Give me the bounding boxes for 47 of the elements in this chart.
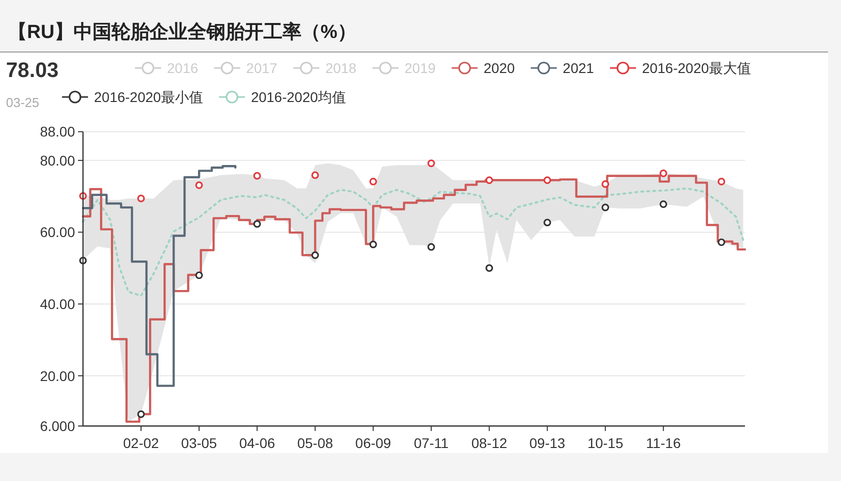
point (544, 176, 552, 184)
point (195, 181, 203, 189)
legend-label: 2016-2020最小值 (94, 89, 203, 105)
y-tick-label: 6.000 (40, 418, 76, 434)
y-tick-label: 60.00 (40, 224, 76, 240)
point (427, 243, 436, 251)
point (253, 172, 261, 180)
point (485, 176, 494, 184)
point (485, 264, 494, 272)
point (137, 194, 145, 202)
point (660, 200, 668, 208)
point (311, 251, 319, 259)
point (602, 180, 610, 188)
line-series (82, 187, 744, 297)
x-tick-label: 07-11 (414, 435, 449, 451)
point (369, 240, 377, 248)
point (544, 218, 552, 226)
x-tick-label: 05-08 (297, 435, 334, 451)
x-tick-label: 11-16 (646, 435, 681, 451)
legend-label: 2021 (562, 60, 594, 76)
y-tick-label: 80.00 (40, 152, 76, 168)
x-tick-label: 04-06 (239, 435, 276, 451)
point (718, 238, 726, 246)
y-tick-label: 40.00 (40, 296, 76, 312)
x-tick-label: 08-12 (471, 435, 508, 451)
point (311, 171, 319, 179)
y-tick-label: 20.00 (40, 368, 76, 384)
x-tick-label: 06-09 (355, 435, 392, 451)
y-tick-label: 88.00 (40, 124, 76, 140)
point (602, 204, 610, 212)
text: 78.03 (6, 59, 59, 82)
x-tick-label: 02-02 (123, 435, 160, 451)
legend-label: 2016-2020均值 (250, 89, 346, 105)
point (660, 170, 668, 178)
point (253, 220, 261, 228)
point (718, 178, 726, 186)
point (195, 271, 203, 280)
x-tick-label: 03-05 (181, 435, 218, 451)
point (427, 159, 436, 168)
legend-label: 2020 (484, 60, 515, 76)
point (137, 410, 145, 418)
chart-title: 【RU】中国轮胎企业全钢胎开工率（%） (8, 21, 356, 43)
legend-label: 2016-2020最大值 (642, 60, 751, 76)
x-tick-label: 10-15 (587, 435, 624, 451)
text: 03-25 (6, 95, 40, 110)
point (369, 178, 377, 186)
x-tick-label: 09-13 (529, 435, 566, 451)
